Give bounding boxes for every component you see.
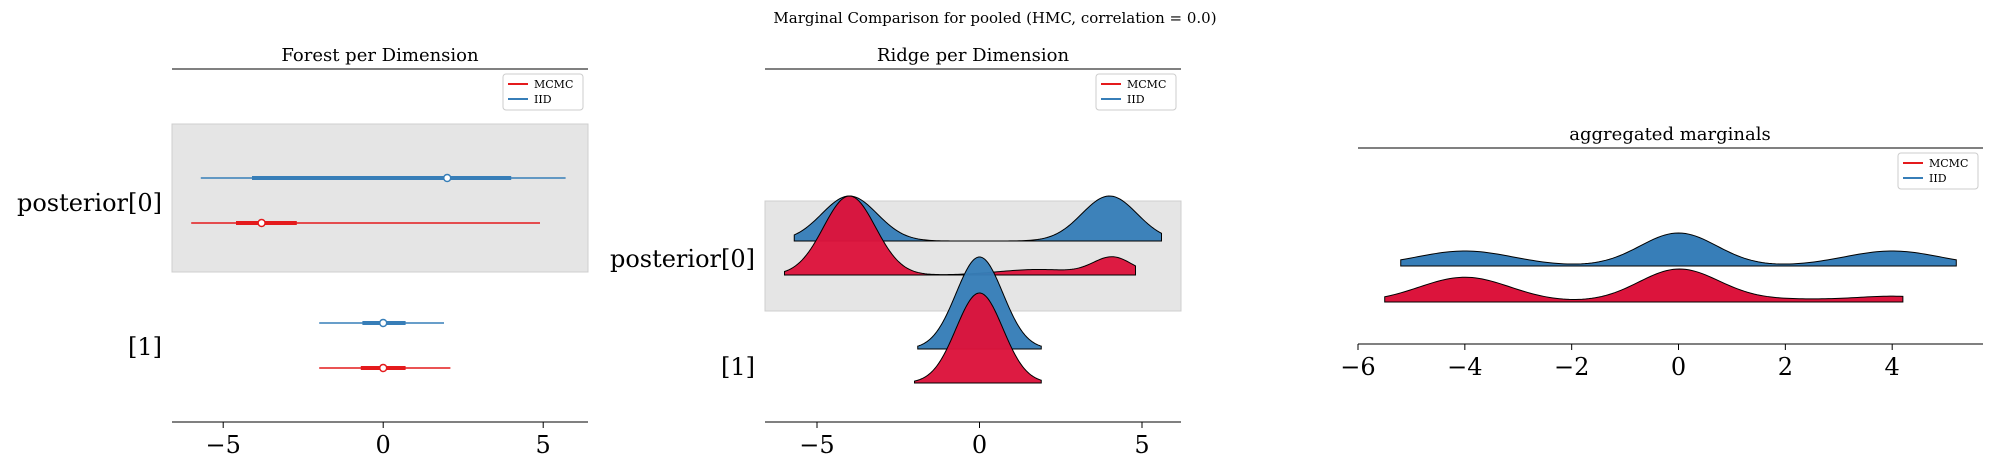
x-tick-label: 5	[536, 431, 551, 459]
x-tick-label: −4	[1447, 353, 1482, 381]
legend: MCMC IID	[1095, 73, 1177, 111]
legend-iid-label: IID	[1929, 172, 1947, 185]
x-tick-label: −5	[799, 431, 834, 459]
density-marks	[1384, 232, 1957, 303]
median-point	[257, 218, 266, 228]
panel-title: Ridge per Dimension	[877, 45, 1070, 66]
y-label-posterior0: posterior[0]	[17, 189, 162, 217]
ridge-density	[784, 195, 1136, 276]
ridge-density	[914, 292, 1042, 384]
panel-title: Forest per Dimension	[281, 45, 479, 66]
figure-suptitle: Marginal Comparison for pooled (HMC, cor…	[773, 9, 1216, 27]
x-tick-label: −6	[1340, 353, 1375, 381]
panel-title: aggregated marginals	[1569, 124, 1770, 145]
highlight-band	[171, 123, 589, 273]
legend: MCMC IID	[1897, 152, 1979, 190]
y-label-posterior0: posterior[0]	[610, 245, 755, 273]
x-tick-label: 0	[972, 431, 987, 459]
legend-mcmc-label: MCMC	[1929, 157, 1968, 170]
median-point	[378, 363, 388, 373]
median-point	[378, 318, 388, 328]
ridge-marks	[784, 195, 1162, 384]
median-point	[442, 173, 452, 183]
y-label-1: [1]	[721, 353, 755, 381]
x-tick-label: 4	[1885, 353, 1900, 381]
x-tick-label: 2	[1778, 353, 1793, 381]
x-tick-label: 0	[376, 431, 391, 459]
legend-iid-label: IID	[534, 93, 552, 106]
y-label-1: [1]	[128, 333, 162, 361]
legend-mcmc-label: MCMC	[1127, 78, 1166, 91]
aggregated-density	[1400, 232, 1957, 267]
x-tick-label: 0	[1671, 353, 1686, 381]
x-ticks: −6 −4 −2 0 2 4	[1340, 344, 1900, 381]
ridge-density	[793, 195, 1162, 242]
x-tick-label: 5	[1134, 431, 1149, 459]
x-tick-label: −5	[206, 431, 241, 459]
legend-mcmc-label: MCMC	[534, 78, 573, 91]
forest-marks	[191, 173, 566, 373]
x-ticks: −5 0 5	[799, 422, 1150, 459]
aggregated-panel: aggregated marginals −6 −4 −2 0 2 4 MCMC IID	[1340, 124, 1983, 381]
aggregated-density	[1384, 268, 1904, 303]
x-ticks: −5 0 5	[206, 422, 551, 459]
x-tick-label: −2	[1554, 353, 1589, 381]
ridge-panel: Ridge per Dimension posterior[0] [1] −5 0…	[610, 45, 1182, 459]
forest-panel: Forest per Dimension posterior[0] [1] −5…	[17, 45, 589, 459]
legend: MCMC IID	[502, 73, 584, 111]
legend-iid-label: IID	[1127, 93, 1145, 106]
